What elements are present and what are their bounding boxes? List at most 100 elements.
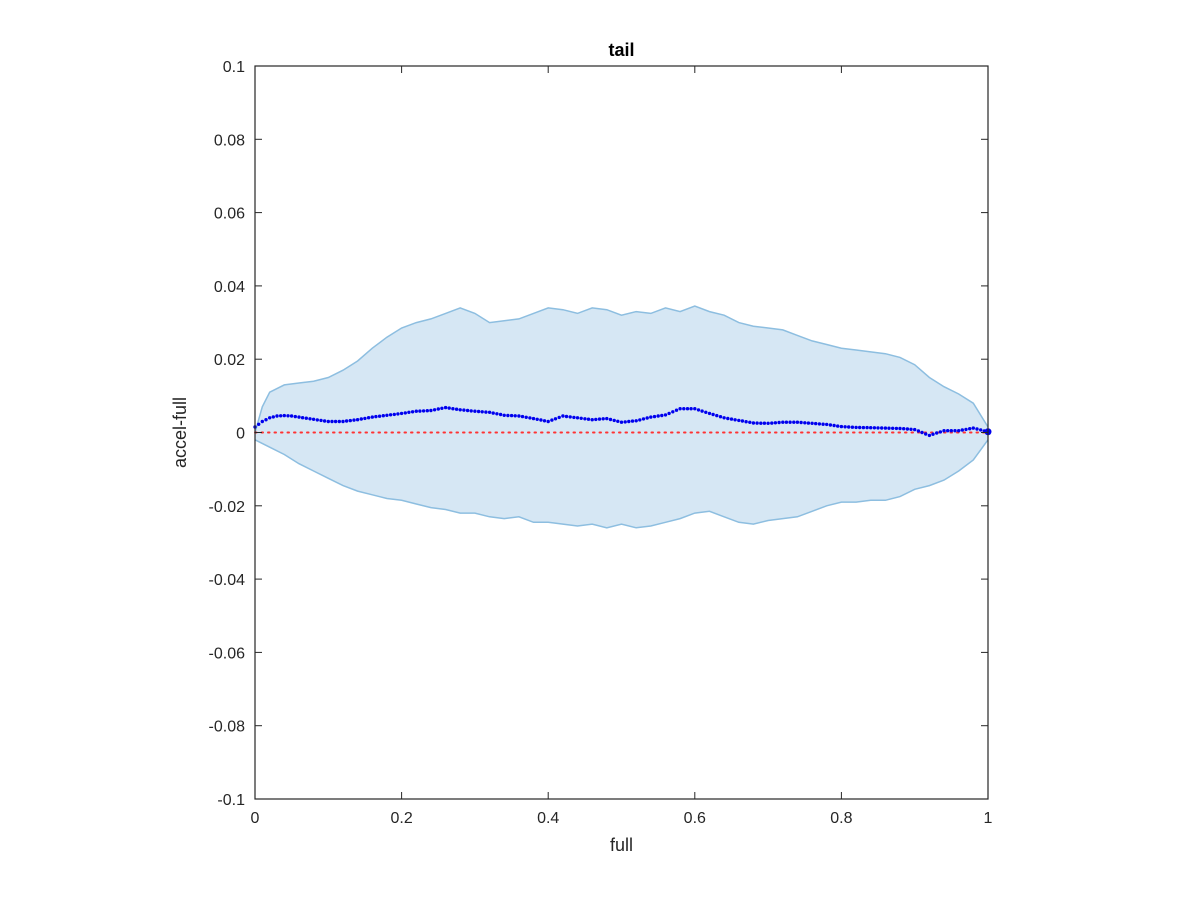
mean-point bbox=[447, 406, 451, 410]
mean-point bbox=[678, 407, 682, 411]
mean-point bbox=[737, 418, 741, 423]
mean-point bbox=[704, 410, 708, 414]
mean-point bbox=[792, 420, 796, 424]
mean-point bbox=[432, 408, 437, 412]
mean-point bbox=[773, 421, 778, 425]
mean-point bbox=[293, 414, 297, 419]
mean-point bbox=[927, 433, 932, 438]
mean-point bbox=[839, 424, 844, 429]
mean-point bbox=[484, 410, 488, 414]
mean-point bbox=[561, 414, 565, 418]
mean-point bbox=[322, 419, 327, 423]
mean-point bbox=[865, 425, 869, 430]
mean-point bbox=[440, 406, 444, 410]
mean-point bbox=[788, 420, 792, 424]
band-upper-edge bbox=[254, 305, 989, 433]
y-tick-label: -0.06 bbox=[209, 645, 246, 662]
x-tick-label: 0 bbox=[251, 810, 260, 827]
mean-point bbox=[641, 417, 646, 421]
mean-point bbox=[528, 416, 532, 420]
mean-point bbox=[762, 421, 767, 425]
mean-series bbox=[253, 405, 992, 438]
mean-point bbox=[572, 415, 576, 420]
mean-point bbox=[370, 415, 374, 419]
mean-point bbox=[806, 421, 811, 425]
mean-point bbox=[363, 416, 367, 421]
mean-point bbox=[634, 419, 638, 423]
mean-point bbox=[542, 419, 547, 423]
mean-point bbox=[330, 419, 334, 424]
mean-point bbox=[579, 416, 583, 420]
mean-point bbox=[454, 407, 459, 411]
mean-point bbox=[696, 408, 701, 412]
mean-point bbox=[883, 426, 888, 430]
mean-point bbox=[777, 420, 781, 425]
mean-point bbox=[700, 409, 704, 413]
mean-point bbox=[476, 409, 481, 414]
y-tick-label: -0.02 bbox=[209, 499, 246, 516]
mean-point bbox=[311, 417, 316, 421]
mean-point bbox=[876, 426, 880, 430]
x-tick-label: 0.6 bbox=[684, 810, 706, 827]
mean-point bbox=[377, 414, 382, 418]
mean-point bbox=[781, 420, 785, 424]
mean-point bbox=[535, 417, 539, 421]
mean-point bbox=[608, 417, 613, 422]
mean-point bbox=[938, 430, 943, 434]
y-tick-label: 0.04 bbox=[214, 279, 245, 296]
mean-point bbox=[495, 412, 499, 416]
mean-point bbox=[264, 418, 268, 422]
mean-point bbox=[667, 411, 671, 416]
y-axis-label: accel-full bbox=[170, 397, 190, 468]
mean-point bbox=[682, 407, 686, 411]
mean-point bbox=[531, 416, 536, 421]
mean-point bbox=[751, 421, 756, 425]
mean-point bbox=[300, 416, 305, 420]
mean-point bbox=[355, 418, 360, 422]
mean-point bbox=[964, 427, 968, 432]
mean-point bbox=[748, 420, 752, 424]
mean-point bbox=[286, 414, 290, 418]
x-axis-label: full bbox=[610, 835, 633, 855]
mean-point bbox=[407, 410, 411, 414]
mean-point bbox=[396, 412, 400, 416]
mean-point bbox=[425, 409, 429, 413]
mean-point bbox=[946, 429, 950, 433]
mean-point bbox=[458, 408, 462, 412]
mean-point bbox=[594, 417, 598, 422]
mean-point bbox=[638, 418, 642, 422]
mean-point bbox=[825, 422, 829, 427]
mean-point bbox=[663, 413, 668, 417]
mean-point bbox=[546, 419, 550, 424]
mean-point bbox=[590, 418, 594, 422]
mean-point bbox=[850, 425, 855, 429]
mean-point bbox=[399, 411, 404, 416]
mean-point bbox=[733, 418, 737, 422]
mean-point bbox=[443, 405, 448, 410]
mean-point bbox=[649, 415, 653, 419]
mean-point bbox=[333, 419, 338, 424]
mean-point bbox=[975, 427, 979, 431]
mean-point bbox=[652, 414, 657, 419]
mean-point bbox=[689, 407, 693, 411]
mean-point bbox=[553, 417, 558, 421]
mean-point bbox=[469, 409, 473, 413]
y-tick-label: -0.04 bbox=[209, 572, 246, 589]
mean-point bbox=[894, 426, 899, 431]
mean-point bbox=[341, 419, 345, 424]
mean-point bbox=[817, 422, 822, 426]
mean-point bbox=[660, 413, 664, 418]
mean-point bbox=[880, 426, 884, 430]
y-tick-label: 0 bbox=[236, 426, 245, 443]
mean-point bbox=[279, 414, 283, 418]
mean-point bbox=[616, 419, 620, 423]
mean-point bbox=[410, 410, 415, 414]
mean-point bbox=[740, 419, 745, 423]
x-tick-label: 0.4 bbox=[537, 810, 559, 827]
mean-point bbox=[627, 419, 631, 424]
mean-point bbox=[297, 415, 301, 419]
mean-point bbox=[465, 408, 470, 413]
mean-point bbox=[605, 416, 609, 421]
mean-point bbox=[828, 423, 833, 427]
mean-point bbox=[953, 429, 957, 433]
